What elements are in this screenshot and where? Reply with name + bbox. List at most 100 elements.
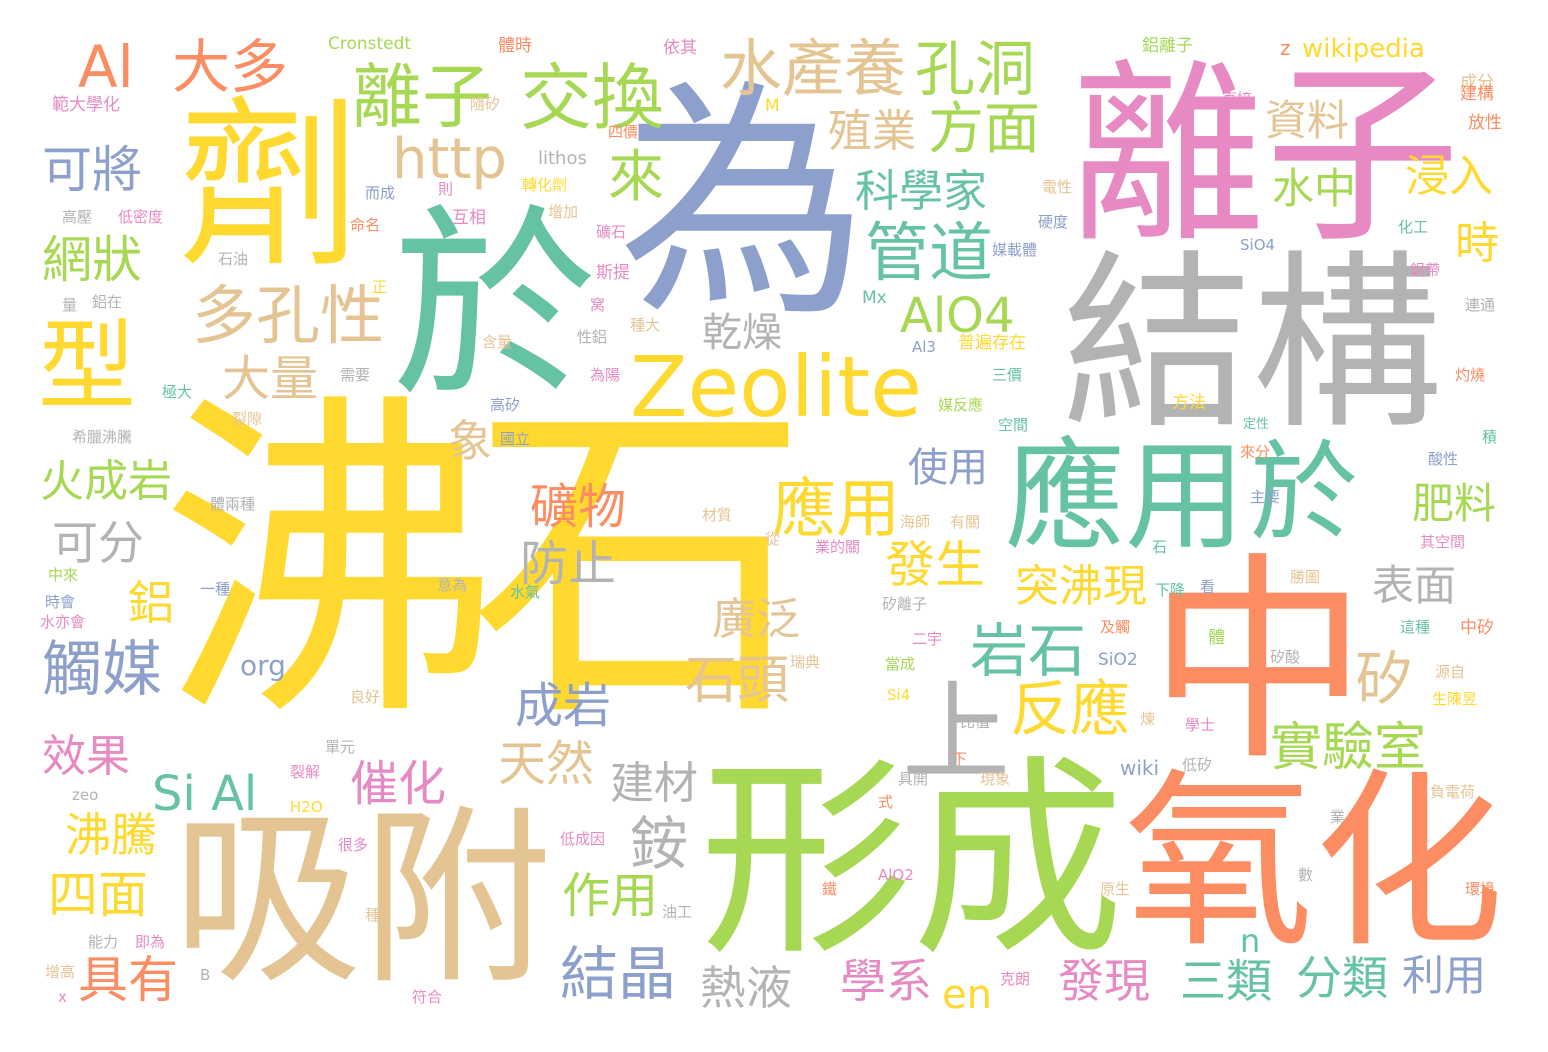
word: 突沸現 <box>1015 561 1147 612</box>
word: 科學家 <box>855 166 987 217</box>
word: 及觸 <box>1100 618 1131 636</box>
word: 式 <box>878 793 894 811</box>
word: 高矽 <box>490 396 521 414</box>
word: 鋁帶 <box>1410 261 1441 279</box>
word: 大量 <box>222 351 319 407</box>
word: 海師 <box>900 513 931 531</box>
word: 下 <box>952 750 968 768</box>
word: 於 <box>1250 431 1359 556</box>
word: 應用 <box>772 473 900 547</box>
word: Cronstedt <box>328 34 412 54</box>
word: 積 <box>1482 428 1498 446</box>
word: 殖業 <box>828 106 916 157</box>
word: 可將 <box>42 141 142 199</box>
word: 應用 <box>1005 428 1245 567</box>
word: org <box>240 649 286 682</box>
word: 含量 <box>482 333 513 351</box>
word: 而成 <box>365 184 396 202</box>
word: M <box>765 96 780 116</box>
word: 水亦會 <box>40 613 86 631</box>
word: 極大 <box>162 383 193 401</box>
word: 岩石 <box>970 617 1087 685</box>
word: AlO2 <box>878 866 914 884</box>
word: 裂隙 <box>232 410 263 428</box>
word: 可分 <box>52 516 144 570</box>
word: 普遍存在 <box>958 333 1026 353</box>
word: 高壓 <box>62 208 93 226</box>
word: 材質 <box>702 506 733 524</box>
word: 從 <box>765 530 781 548</box>
word: 比值 <box>960 713 991 731</box>
word: 意為 <box>437 576 468 594</box>
word: 種 <box>365 906 381 924</box>
word: 矽 <box>1355 645 1414 713</box>
word: 管道 <box>865 217 993 291</box>
word: 體兩種 <box>210 495 256 513</box>
word: 空間 <box>998 416 1029 434</box>
word: 火成岩 <box>40 456 172 507</box>
word: 成分 <box>1460 73 1494 93</box>
word: 低密度 <box>118 208 164 226</box>
word: n <box>1240 922 1261 960</box>
word: 使用 <box>908 445 988 491</box>
word: 一種 <box>200 580 231 598</box>
word: Si4 <box>887 686 911 704</box>
word: AlO4 <box>900 288 1015 344</box>
word: wiki <box>1120 756 1160 780</box>
word: 利用 <box>1402 951 1487 1000</box>
word: 時會 <box>45 593 76 611</box>
word: 石頭 <box>685 651 790 711</box>
word: 希臘沸騰 <box>72 428 133 446</box>
word: 結晶 <box>560 940 677 1008</box>
word: 天然 <box>498 736 595 792</box>
word: 表面 <box>1372 561 1457 610</box>
word: B <box>200 966 211 984</box>
word: 方法 <box>1172 393 1206 413</box>
word: wikipedia <box>1302 34 1425 64</box>
word: 有關 <box>950 513 981 531</box>
word: 中 <box>1148 534 1369 790</box>
word: 為陽 <box>590 366 621 384</box>
word: 水產養 <box>720 32 907 105</box>
word: 源自 <box>1435 663 1466 681</box>
word: 則 <box>438 180 454 198</box>
word: 這種 <box>1400 618 1431 636</box>
word: 能力 <box>88 933 119 951</box>
word: 勝圖 <box>1290 568 1321 586</box>
word: 依其 <box>663 38 697 58</box>
word: 大多 <box>172 33 289 101</box>
word: 於 <box>392 188 597 426</box>
word: 來分 <box>1240 443 1271 461</box>
word: 效果 <box>42 731 130 782</box>
word: 體 <box>1208 628 1225 648</box>
word: 沸石 <box>160 367 810 763</box>
word: 肥料 <box>1412 479 1497 528</box>
word: 需要 <box>340 366 371 384</box>
word: 方面 <box>928 97 1040 162</box>
word: 命名 <box>350 216 381 234</box>
word: 石 <box>1152 538 1168 556</box>
word: 互相 <box>452 208 486 228</box>
word: 矽離子 <box>882 595 928 613</box>
word: 當成 <box>885 655 916 673</box>
word: 下降 <box>1155 581 1186 599</box>
word: 建材 <box>610 758 698 809</box>
word: 熱液 <box>700 961 792 1015</box>
word: SiO2 <box>1098 650 1138 670</box>
word: 發現 <box>1058 954 1150 1008</box>
word: x <box>58 988 67 1006</box>
word: 環境 <box>1465 880 1496 898</box>
word: H2O <box>290 798 323 816</box>
word: 低矽 <box>1182 756 1213 774</box>
word: 符合 <box>412 988 443 1006</box>
word: 瑞典 <box>790 653 821 671</box>
word: 體時 <box>498 36 532 56</box>
word: 鐵 <box>822 880 838 898</box>
word: 來 <box>608 145 664 210</box>
word: 看 <box>1200 578 1216 596</box>
word: 主要 <box>1250 488 1281 506</box>
word: 觸媒 <box>42 635 162 705</box>
word: 業的關 <box>815 538 861 556</box>
word: 酸性 <box>1428 450 1459 468</box>
word: 電性 <box>1042 178 1073 196</box>
